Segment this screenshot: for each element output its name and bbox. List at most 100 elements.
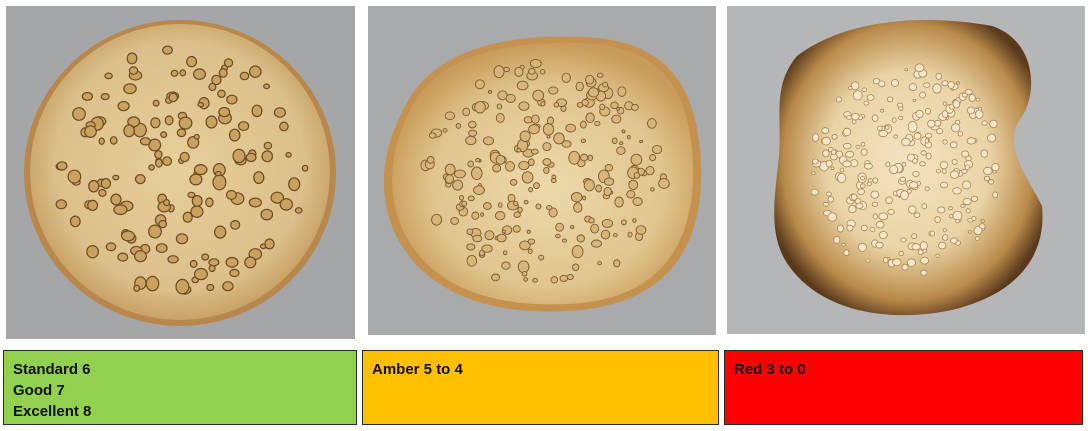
crumpet-hole [616,106,621,111]
crumpet-hole [67,169,82,184]
crumpet-hole [502,250,508,256]
crumpet-hole [561,238,567,243]
crumpet-hole [237,121,250,132]
crumpet-hole [466,254,478,267]
crumpet-hole [120,230,135,242]
crumpet-hole [133,284,141,292]
crumpet-hole [842,127,852,137]
crumpet-hole [991,163,1000,172]
crumpet-hole [907,121,918,133]
crumpet-hole [582,195,587,201]
crumpet-hole [932,83,942,94]
crumpet-hole [934,216,941,224]
crumpet-hole [848,205,857,214]
crumpet-hole [633,172,641,179]
crumpet-hole [493,65,505,79]
crumpet-hole [466,243,476,251]
crumpet-hole [851,119,857,125]
crumpet-photo-red [727,6,1085,334]
crumpet-hole [857,188,865,195]
crumpet-hole [260,208,274,221]
crumpet-hole [860,183,866,189]
crumpet-hole [870,190,880,199]
crumpet-hole [651,144,663,155]
crumpet-hole [891,117,897,123]
crumpet-hole [980,149,989,158]
crumpet-hole [431,213,443,226]
crumpet-hole [585,74,595,85]
crumpet-hole [924,107,931,115]
crumpet-hole [860,224,868,232]
crumpet-hole [497,202,503,208]
crumpet-hole [968,93,976,102]
crumpet-hole [546,116,555,125]
crumpet-hole [225,189,237,200]
crumpet-hole [908,205,917,214]
crumpet-hole [232,148,246,164]
crumpet-hole [579,120,587,129]
crumpet-hole [878,80,886,88]
crumpet-hole [604,163,614,172]
crumpet-hole [501,229,506,234]
crumpet-hole [927,119,936,128]
crumpet-hole [835,96,842,103]
crumpet-hole [904,68,909,72]
crumpet-hole [925,152,932,160]
crumpet-hole [55,199,68,210]
crumpet-hole [270,191,285,204]
crumpet-hole [583,179,595,192]
crumpet-hole [189,173,203,186]
crumpet-hole [465,135,477,146]
crumpet-hole [843,142,852,150]
crumpet-hole [150,117,161,129]
crumpet-hole [812,133,820,142]
crumpet-hole [810,188,819,196]
crumpet-hole [512,225,521,233]
crumpet-hole [950,237,958,244]
crumpet-hole [148,138,162,152]
crumpet-hole [519,240,531,251]
crumpet-hole [966,137,976,145]
crumpet-hole [467,160,475,168]
crumpet-hole [197,102,205,108]
crumpet-hole [105,242,117,252]
crumpet-hole [225,256,239,268]
crumpet-hole [201,253,210,261]
crumpet-hole [251,104,263,118]
crumpet-hole [601,218,614,228]
crumpet-hole [983,175,991,181]
crumpet-hole [885,196,893,205]
crumpet-hole [850,193,858,201]
crumpet-hole [983,166,993,175]
crumpet-hole [155,243,168,254]
crumpet-hole [528,124,540,135]
crumpet-amber-illustration [383,36,702,312]
crumpet-hole [872,177,879,184]
crumpet-hole [961,150,970,158]
crumpet-hole [223,58,234,68]
crumpet-hole [812,158,819,165]
crumpet-hole [900,237,907,243]
crumpet-hole [871,114,879,122]
crumpet-hole [588,217,595,224]
crumpet-hole [913,132,922,140]
crumpet-hole [176,128,187,138]
crumpet-hole [112,174,120,181]
crumpet-hole [822,149,830,158]
crumpet-hole [920,269,928,276]
crumpet-hole [158,219,168,229]
crumpet-hole [940,181,949,189]
crumpet-hole [548,207,558,218]
crumpet-hole [505,93,516,103]
crumpet-hole [911,233,918,240]
crumpet-hole [942,101,947,106]
crumpet-hole [212,174,227,191]
crumpet-hole [540,101,546,107]
crumpet-hole [935,73,943,80]
crumpet-hole [56,161,68,171]
crumpet-hole [619,141,624,146]
crumpet-hole [532,277,538,283]
crumpet-hole [516,147,522,153]
crumpet-hole [811,171,816,176]
crumpet-hole [627,231,633,238]
